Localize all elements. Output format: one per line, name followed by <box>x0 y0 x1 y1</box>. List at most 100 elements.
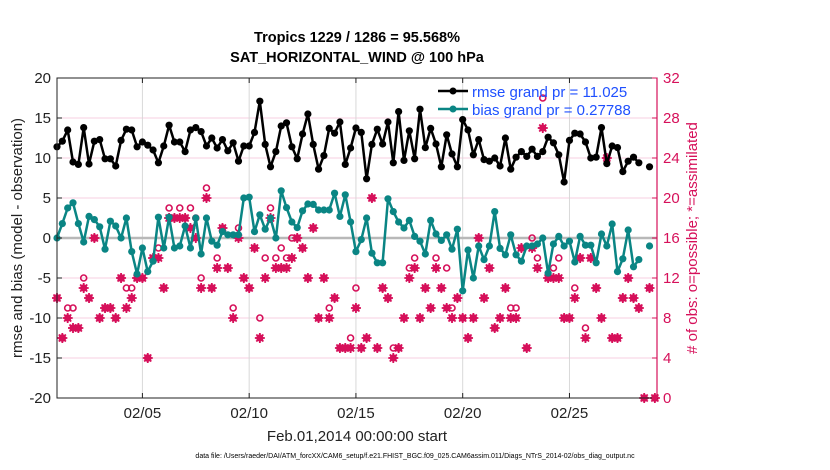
rmse-point <box>496 162 504 170</box>
rmse-point <box>96 136 104 144</box>
bias-point <box>176 242 184 250</box>
bias-point <box>341 191 349 199</box>
assimilated-obs-marker <box>414 313 425 323</box>
rmse-point <box>138 138 147 146</box>
bias-point <box>501 251 509 259</box>
assimilated-star-ray <box>645 283 654 293</box>
rmse-point <box>400 156 408 164</box>
rmse-point <box>507 165 515 173</box>
rmse-point <box>261 140 269 148</box>
rmse-point <box>576 130 584 138</box>
assimilated-star-ray <box>106 303 115 313</box>
assimilated-star-ray <box>298 243 307 253</box>
bias-point <box>635 256 643 264</box>
axes: -20 -15 -10 -5 0 5 10 15 20 0 4 8 12 16 20 24 28 32 02/05 0… <box>29 70 679 422</box>
bias-point <box>512 251 520 259</box>
bias-point <box>629 263 638 271</box>
bias-point <box>379 259 387 267</box>
legend: rmse grand pr = 11.025 bias grand pr = 0… <box>438 84 631 119</box>
bias-point <box>571 258 579 266</box>
assimilated-star-ray <box>421 283 430 293</box>
assimilated-obs-marker <box>585 253 596 263</box>
assimilated-obs-marker <box>366 193 377 203</box>
bias-point <box>555 232 563 240</box>
bias-point <box>432 230 440 238</box>
bias-point <box>346 218 355 226</box>
assimilated-star-ray <box>373 343 382 353</box>
bias-point <box>608 220 616 228</box>
assimilated-star-ray <box>474 233 483 243</box>
assimilated-obs-marker <box>521 343 532 353</box>
assimilated-star-ray <box>122 303 131 313</box>
rmse-point <box>475 136 483 144</box>
assimilated-star-ray <box>180 213 190 223</box>
possible-obs-marker <box>442 264 451 272</box>
rmse-point <box>645 163 654 171</box>
x-tick-label: 02/25 <box>551 405 589 422</box>
assimilated-obs-marker <box>575 253 586 263</box>
rmse-point <box>202 142 211 150</box>
assimilated-obs-marker <box>398 313 409 323</box>
assimilated-obs-marker <box>94 313 105 323</box>
rmse-point <box>154 159 163 167</box>
bias-point <box>581 241 590 249</box>
rmse-point <box>357 128 365 136</box>
x-tick-label: 02/10 <box>230 405 268 422</box>
possible-obs-marker <box>261 254 269 262</box>
assimilated-obs-marker <box>537 123 548 133</box>
bias-point <box>491 208 499 216</box>
rmse-point <box>272 148 280 156</box>
y-tick-label: 5 <box>43 190 51 207</box>
bias-point <box>395 218 403 226</box>
assimilated-star-ray <box>597 313 606 323</box>
assimilated-star-ray <box>554 273 563 283</box>
bias-point <box>469 274 477 282</box>
x-tick-label: 02/15 <box>337 405 375 422</box>
bias-point <box>427 216 435 224</box>
bias-point <box>74 220 82 228</box>
legend-rmse-marker <box>449 87 457 95</box>
assimilated-obs-marker <box>350 303 361 313</box>
assimilated-star-ray <box>90 233 99 243</box>
assimilated-star-ray <box>143 353 152 363</box>
assimilated-obs-marker <box>484 263 495 273</box>
rmse-point <box>149 146 157 154</box>
rmse-point <box>389 159 397 167</box>
assimilated-star-ray <box>389 353 398 363</box>
assimilated-obs-marker <box>222 263 233 273</box>
assimilated-star-ray <box>357 343 366 353</box>
assimilated-star-ray <box>239 273 249 283</box>
assimilated-obs-marker <box>388 353 399 363</box>
possible-obs-marker <box>533 254 542 262</box>
y-right-tick-label: 4 <box>663 350 671 367</box>
bias-point <box>560 242 568 250</box>
assimilated-obs-marker <box>105 303 116 313</box>
assimilated-star-ray <box>250 243 259 253</box>
bias-point <box>234 231 243 239</box>
plot-marks <box>52 94 660 403</box>
rmse-point <box>304 110 312 118</box>
assimilated-obs-marker <box>110 313 121 323</box>
assimilated-star-ray <box>202 193 211 203</box>
bias-point <box>282 204 291 212</box>
possible-obs-marker <box>234 224 243 232</box>
rmse-point <box>80 124 88 132</box>
assimilated-obs-marker <box>228 313 239 323</box>
y-tick-label: -20 <box>29 390 51 407</box>
bias-point <box>261 225 269 233</box>
assimilated-obs-marker <box>201 193 212 203</box>
rmse-point <box>128 126 136 134</box>
bias-point <box>90 216 98 224</box>
assimilated-obs-marker <box>500 283 511 293</box>
rmse-point <box>395 108 403 116</box>
rmse-point <box>192 124 200 132</box>
y-tick-label: 0 <box>43 230 51 247</box>
rmse-point <box>432 140 440 148</box>
assimilated-star-ray <box>463 333 473 343</box>
rmse-point <box>117 136 125 144</box>
assimilated-star-ray <box>159 283 168 293</box>
assimilated-star-ray <box>228 313 238 323</box>
possible-obs-marker <box>266 204 275 212</box>
assimilated-star-ray <box>84 293 94 303</box>
assimilated-star-ray <box>490 323 499 333</box>
